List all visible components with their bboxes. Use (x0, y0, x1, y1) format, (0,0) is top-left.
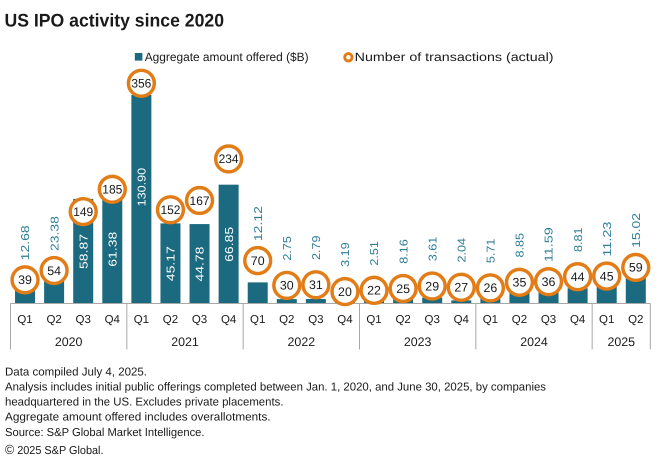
svg-text:Q1: Q1 (134, 314, 149, 326)
svg-text:2.75: 2.75 (282, 236, 294, 261)
svg-text:2020: 2020 (55, 335, 83, 349)
svg-text:22: 22 (367, 284, 381, 298)
svg-text:Source: S&P Global Market Inte: Source: S&P Global Market Intelligence. (5, 427, 205, 439)
svg-text:8.81: 8.81 (573, 227, 585, 252)
svg-text:Q2: Q2 (163, 314, 178, 326)
svg-text:66.85: 66.85 (224, 227, 236, 262)
svg-text:149: 149 (73, 205, 93, 219)
svg-text:Data compiled July 4, 2025.: Data compiled July 4, 2025. (5, 367, 147, 379)
svg-text:2022: 2022 (288, 335, 316, 349)
svg-text:Number of transactions (actual: Number of transactions (actual) (355, 50, 554, 64)
svg-text:45.17: 45.17 (166, 246, 178, 281)
svg-text:12.68: 12.68 (20, 225, 32, 260)
svg-text:Q1: Q1 (366, 314, 381, 326)
svg-text:35: 35 (513, 276, 527, 290)
svg-text:Q2: Q2 (279, 314, 294, 326)
svg-text:11.59: 11.59 (544, 227, 556, 262)
svg-text:2.04: 2.04 (456, 238, 468, 263)
svg-text:Q2: Q2 (46, 314, 61, 326)
svg-text:8.85: 8.85 (515, 233, 527, 257)
svg-text:2.51: 2.51 (369, 241, 381, 265)
svg-text:234: 234 (219, 152, 239, 166)
svg-text:5.71: 5.71 (486, 239, 498, 264)
svg-text:54: 54 (47, 264, 61, 278)
svg-text:Q4: Q4 (570, 314, 586, 326)
svg-text:US IPO activity since 2020: US IPO activity since 2020 (5, 10, 225, 31)
svg-text:2.79: 2.79 (311, 236, 323, 261)
svg-text:3.61: 3.61 (427, 237, 439, 262)
svg-text:2024: 2024 (520, 335, 548, 349)
svg-text:3.19: 3.19 (340, 242, 352, 267)
svg-text:31: 31 (309, 278, 323, 292)
svg-text:Q3: Q3 (308, 314, 323, 326)
svg-text:8.16: 8.16 (398, 239, 410, 264)
svg-text:Q2: Q2 (628, 314, 643, 326)
svg-text:45: 45 (600, 269, 614, 283)
svg-text:39: 39 (18, 273, 32, 287)
svg-text:15.02: 15.02 (631, 213, 643, 248)
svg-text:36: 36 (542, 275, 556, 289)
svg-text:26: 26 (483, 281, 497, 295)
svg-text:29: 29 (425, 279, 439, 293)
svg-text:Q3: Q3 (76, 314, 91, 326)
svg-text:Q4: Q4 (337, 314, 353, 326)
svg-text:61.38: 61.38 (107, 232, 119, 267)
svg-text:Q1: Q1 (17, 314, 32, 326)
svg-text:Q2: Q2 (395, 314, 410, 326)
svg-text:Analysis includes initial publ: Analysis includes initial public offerin… (5, 382, 546, 394)
svg-text:Q1: Q1 (250, 314, 265, 326)
svg-text:Aggregate amount offered ($B): Aggregate amount offered ($B) (145, 50, 309, 64)
svg-text:20: 20 (338, 285, 352, 299)
svg-text:44.78: 44.78 (195, 247, 207, 282)
svg-text:185: 185 (102, 183, 122, 197)
svg-text:12.12: 12.12 (253, 206, 265, 241)
svg-text:Aggregate amount offered inclu: Aggregate amount offered includes overal… (5, 412, 271, 424)
svg-text:Q1: Q1 (483, 314, 498, 326)
svg-text:23.38: 23.38 (49, 216, 61, 251)
svg-text:Q2: Q2 (512, 314, 527, 326)
svg-text:headquartered in the US. Exclu: headquartered in the US. Excludes privat… (5, 397, 284, 409)
svg-text:167: 167 (190, 194, 210, 208)
svg-text:130.90: 130.90 (137, 168, 149, 207)
svg-text:11.23: 11.23 (602, 222, 614, 257)
svg-text:44: 44 (571, 270, 585, 284)
svg-text:© 2025 S&P Global.: © 2025 S&P Global. (5, 442, 104, 457)
svg-text:Q4: Q4 (105, 314, 121, 326)
svg-text:2025: 2025 (607, 335, 635, 349)
svg-text:356: 356 (131, 77, 151, 91)
svg-text:Q3: Q3 (192, 314, 207, 326)
svg-text:2023: 2023 (404, 335, 432, 349)
svg-text:25: 25 (396, 282, 410, 296)
svg-text:2021: 2021 (171, 335, 199, 349)
svg-text:Q4: Q4 (221, 314, 237, 326)
svg-text:58.87: 58.87 (78, 234, 90, 269)
svg-text:30: 30 (280, 279, 294, 293)
svg-text:27: 27 (454, 281, 468, 295)
svg-text:Q3: Q3 (541, 314, 556, 326)
svg-text:Q1: Q1 (599, 314, 614, 326)
svg-text:70: 70 (251, 254, 265, 268)
svg-text:152: 152 (160, 203, 180, 217)
svg-text:Q4: Q4 (454, 314, 470, 326)
svg-text:Q3: Q3 (425, 314, 440, 326)
svg-text:59: 59 (629, 261, 643, 275)
